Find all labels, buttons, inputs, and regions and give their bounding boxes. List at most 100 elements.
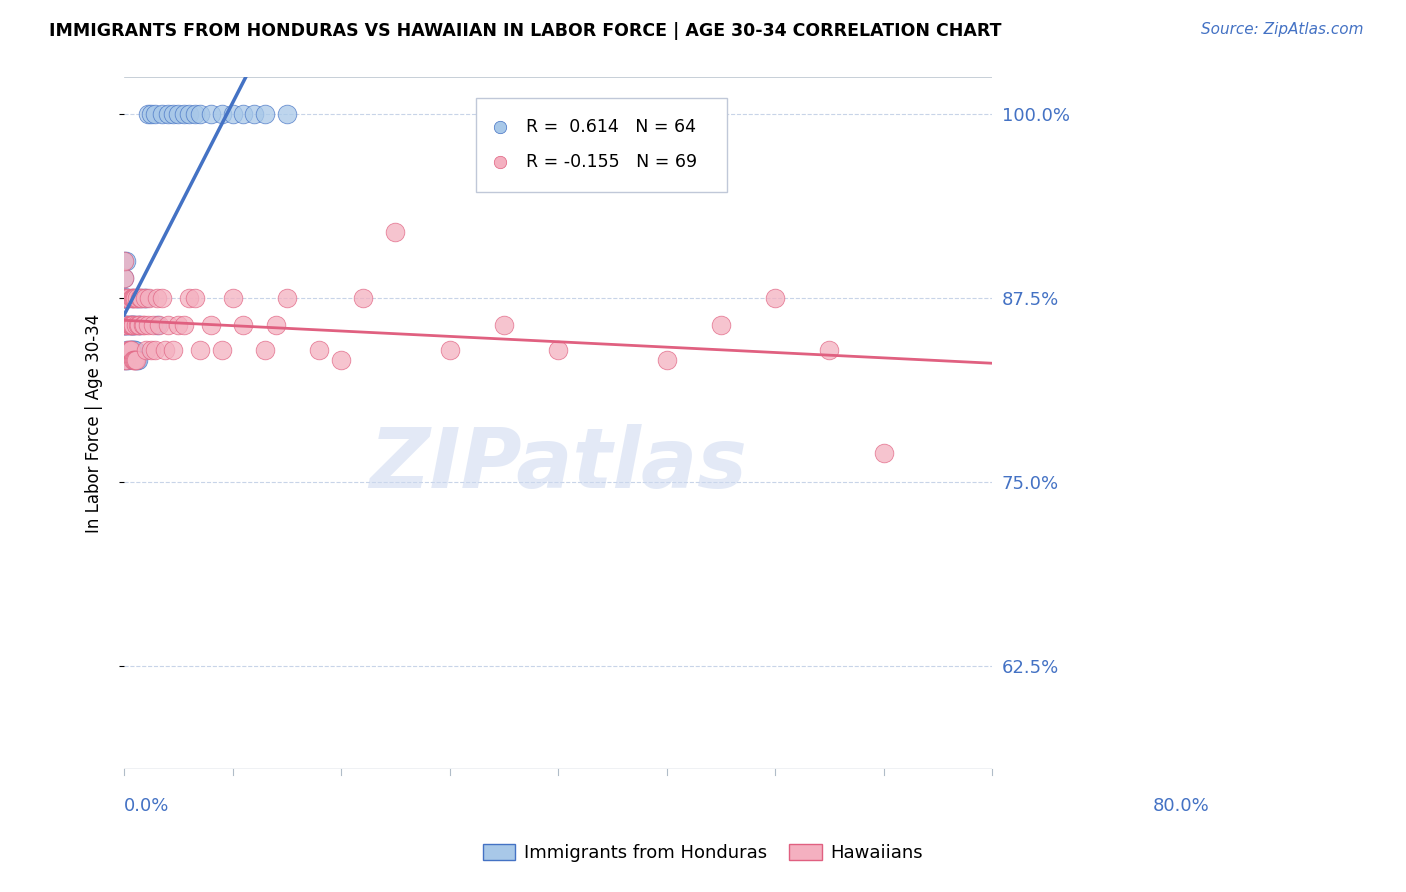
Point xyxy=(352,291,374,305)
Point xyxy=(155,343,177,357)
Point xyxy=(117,291,139,305)
Point xyxy=(124,343,146,357)
Point xyxy=(118,343,141,357)
Point xyxy=(145,318,167,332)
Point xyxy=(276,107,298,121)
Point xyxy=(710,318,733,332)
Point xyxy=(120,318,142,332)
Y-axis label: In Labor Force | Age 30-34: In Labor Force | Age 30-34 xyxy=(86,314,103,533)
Point xyxy=(124,353,146,368)
Point xyxy=(148,318,170,332)
Point xyxy=(135,343,157,357)
Text: Source: ZipAtlas.com: Source: ZipAtlas.com xyxy=(1201,22,1364,37)
Point xyxy=(117,291,139,305)
Point xyxy=(121,291,143,305)
Point xyxy=(121,343,143,357)
Point xyxy=(143,107,166,121)
Point xyxy=(232,318,254,332)
Point xyxy=(188,107,211,121)
Point xyxy=(200,318,222,332)
Point xyxy=(135,291,157,305)
Point xyxy=(156,107,179,121)
Point xyxy=(183,291,205,305)
Point xyxy=(138,291,160,305)
Point xyxy=(112,318,135,332)
Point xyxy=(439,343,461,357)
Point xyxy=(112,270,135,285)
Point xyxy=(117,343,139,357)
Text: IMMIGRANTS FROM HONDURAS VS HAWAIIAN IN LABOR FORCE | AGE 30-34 CORRELATION CHAR: IMMIGRANTS FROM HONDURAS VS HAWAIIAN IN … xyxy=(49,22,1001,40)
Point xyxy=(145,291,167,305)
Point xyxy=(115,291,138,305)
Point xyxy=(115,291,138,305)
Point xyxy=(134,291,156,305)
Point xyxy=(143,343,166,357)
Point xyxy=(121,291,143,305)
Point xyxy=(118,318,141,332)
Point xyxy=(115,318,138,332)
Point xyxy=(131,318,153,332)
Point xyxy=(112,254,135,268)
Text: R =  0.614   N = 64: R = 0.614 N = 64 xyxy=(526,119,696,136)
Legend: Immigrants from Honduras, Hawaiians: Immigrants from Honduras, Hawaiians xyxy=(475,837,931,870)
Point xyxy=(112,318,135,332)
Point xyxy=(582,288,605,302)
Text: 0.0%: 0.0% xyxy=(124,797,170,814)
Point xyxy=(211,107,233,121)
Text: ZIPatlas: ZIPatlas xyxy=(370,425,747,505)
Point xyxy=(254,343,277,357)
Point xyxy=(115,353,138,368)
Point xyxy=(112,254,135,268)
Point xyxy=(121,318,143,332)
Point xyxy=(118,318,141,332)
Point xyxy=(124,353,146,368)
Point xyxy=(118,343,141,357)
Point xyxy=(125,318,148,332)
Point xyxy=(115,254,138,268)
Point xyxy=(124,318,146,332)
Point xyxy=(127,291,149,305)
Point xyxy=(141,107,163,121)
Point xyxy=(120,343,142,357)
Text: R = -0.155   N = 69: R = -0.155 N = 69 xyxy=(526,153,697,171)
Point xyxy=(112,270,135,285)
Point xyxy=(818,343,841,357)
Point xyxy=(264,318,287,332)
Point xyxy=(156,318,179,332)
Point xyxy=(115,353,138,368)
Point xyxy=(124,291,146,305)
Point xyxy=(112,353,135,368)
Point xyxy=(117,353,139,368)
Point xyxy=(121,318,143,332)
Point xyxy=(121,291,143,305)
Point xyxy=(121,318,143,332)
Point xyxy=(112,291,135,305)
Point xyxy=(167,318,190,332)
Point xyxy=(121,318,143,332)
FancyBboxPatch shape xyxy=(475,98,727,192)
Point xyxy=(243,107,266,121)
Point xyxy=(112,291,135,305)
Point xyxy=(183,107,205,121)
Point xyxy=(547,343,569,357)
Point xyxy=(150,107,173,121)
Point xyxy=(384,225,406,239)
Point xyxy=(131,291,153,305)
Point xyxy=(276,291,298,305)
Point xyxy=(129,291,152,305)
Point xyxy=(120,343,142,357)
Point xyxy=(211,343,233,357)
Point xyxy=(117,343,139,357)
Point xyxy=(127,291,149,305)
Point xyxy=(122,291,145,305)
Point xyxy=(330,353,353,368)
Point xyxy=(115,291,138,305)
Point xyxy=(136,107,159,121)
Point xyxy=(121,343,143,357)
Point xyxy=(131,291,153,305)
Point xyxy=(179,107,201,121)
Point xyxy=(122,318,145,332)
Point xyxy=(142,318,165,332)
Point xyxy=(308,343,330,357)
Point xyxy=(655,353,678,368)
